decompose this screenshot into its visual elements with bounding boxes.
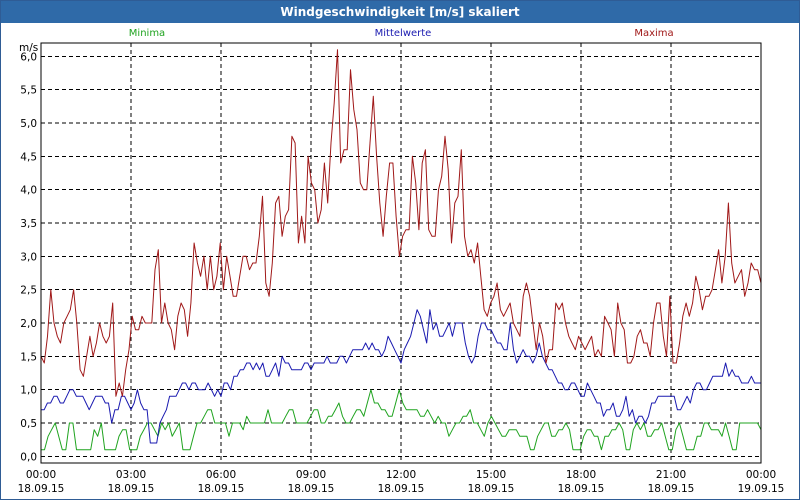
plot-area-border xyxy=(40,42,762,464)
x-axis-ticks: 00:00 18.09.15 03:00 18.09.15 06:00 18.09.15 0… xyxy=(18,469,785,495)
x-tick-time: 18:00 xyxy=(566,469,596,481)
x-tick-time: 03:00 xyxy=(116,469,146,481)
y-tick-label: 4,5 xyxy=(20,151,37,163)
x-tick-time: 00:00 xyxy=(26,469,56,481)
y-tick-label: 0,0 xyxy=(20,451,37,463)
series-maxima-line xyxy=(40,49,762,397)
x-tick-date: 18.09.15 xyxy=(468,483,515,495)
y-tick-label: 6,0 xyxy=(20,51,37,63)
x-tick-date: 18.09.15 xyxy=(198,483,245,495)
x-tick-date: 18.09.15 xyxy=(378,483,425,495)
legend-maxima: Maxima xyxy=(634,28,673,39)
x-tick-time: 09:00 xyxy=(296,469,326,481)
legend-minima: Minima xyxy=(129,28,165,39)
y-tick-label: 3,5 xyxy=(20,218,37,230)
x-tick-date: 18.09.15 xyxy=(558,483,605,495)
x-tick-date: 18.09.15 xyxy=(288,483,335,495)
x-tick-time: 21:00 xyxy=(656,469,686,481)
x-tick-time: 06:00 xyxy=(206,469,236,481)
series-lines xyxy=(40,49,762,451)
legend-mittelwerte: Mittelwerte xyxy=(375,28,432,39)
x-tick-date: 18.09.15 xyxy=(108,483,155,495)
y-tick-label: 0,5 xyxy=(20,418,37,430)
x-tick-date: 19.09.15 xyxy=(738,483,785,495)
series-mittelwerte-line xyxy=(41,309,761,444)
y-tick-label: 5,0 xyxy=(20,118,37,130)
x-tick-date: 18.09.15 xyxy=(18,483,65,495)
y-tick-label: 2,0 xyxy=(20,318,37,330)
series-minima-line xyxy=(41,389,762,451)
x-tick-time: 15:00 xyxy=(476,469,506,481)
x-tick-date: 18.09.15 xyxy=(648,483,695,495)
wind-speed-chart: 0,00,51,01,52,02,53,03,54,04,55,05,56,0 … xyxy=(18,28,785,495)
x-tick-time: 12:00 xyxy=(386,469,416,481)
window-title: Windgeschwindigkeit [m/s] skaliert xyxy=(1,1,799,23)
y-tick-label: 1,0 xyxy=(20,385,37,397)
y-tick-label: 3,0 xyxy=(20,251,37,263)
y-tick-label: 4,0 xyxy=(20,185,37,197)
grid xyxy=(40,43,762,463)
y-tick-label: 5,5 xyxy=(20,85,37,97)
x-tick-time: 00:00 xyxy=(746,469,776,481)
y-tick-label: 2,5 xyxy=(20,285,37,297)
y-axis-ticks: 0,0 0,5 1,0 1,5 2,0 2,5 3,0 3,5 4,0 4,5 5,0 5,5 6,0 xyxy=(20,51,37,463)
y-tick-label: 1,5 xyxy=(20,351,37,363)
y-axis-unit: m/s xyxy=(19,42,38,54)
